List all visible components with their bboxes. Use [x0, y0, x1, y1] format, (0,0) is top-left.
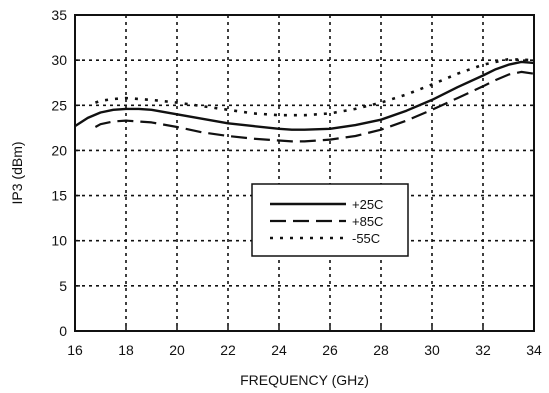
series-line-3	[94, 57, 535, 117]
legend-label-2: +85C	[352, 214, 383, 229]
legend-label-3: -55C	[352, 231, 380, 246]
plot-area-frame	[74, 14, 535, 332]
y-tick-label: 35	[51, 7, 67, 23]
y-tick-label: 15	[51, 188, 67, 204]
series-line-2	[94, 70, 535, 143]
series-line-1	[74, 60, 535, 131]
x-tick-label: 20	[169, 342, 185, 358]
x-tick-label: 32	[475, 342, 491, 358]
y-axis-title: IP3 (dBm)	[9, 141, 25, 204]
grid-layer	[75, 15, 534, 331]
tick-layer: 16 18 20 22 24 26 28 30 32 34 0 5 10 15 20 25 30 35	[51, 7, 542, 358]
legend-entries: +25C +85C -55C	[270, 197, 383, 246]
x-axis-title: FREQUENCY (GHz)	[240, 372, 369, 388]
x-tick-label: 16	[67, 342, 83, 358]
x-tick-label: 28	[373, 342, 389, 358]
x-tick-label: 22	[220, 342, 236, 358]
x-tick-label: 26	[322, 342, 338, 358]
y-tick-label: 25	[51, 97, 67, 113]
legend-label-1: +25C	[352, 197, 383, 212]
series-layer	[74, 57, 535, 143]
y-tick-label: 5	[59, 278, 67, 294]
y-tick-label: 20	[51, 142, 67, 158]
x-tick-label: 24	[271, 342, 287, 358]
legend: +25C +85C -55C	[251, 183, 409, 257]
y-tick-label: 0	[59, 323, 67, 339]
y-tick-label: 30	[51, 52, 67, 68]
x-tick-label: 18	[118, 342, 134, 358]
y-tick-label: 10	[51, 233, 67, 249]
x-tick-label: 30	[424, 342, 440, 358]
x-tick-label: 34	[526, 342, 542, 358]
